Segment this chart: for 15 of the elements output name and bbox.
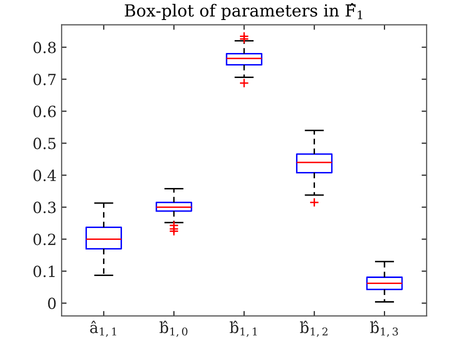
x-tick-label: b̂$_{1,0}$ xyxy=(160,320,188,337)
y-tick-label: 0.6 xyxy=(33,106,56,118)
x-tick-label: â$_{1,1}$ xyxy=(90,320,116,337)
y-tick-label: 0.3 xyxy=(33,202,56,214)
y-tick-label: 0.2 xyxy=(33,234,56,246)
y-tick-label: 0.7 xyxy=(33,74,56,86)
y-tick-label: 0.4 xyxy=(33,170,56,182)
x-tick-label: b̂$_{1,3}$ xyxy=(370,320,398,337)
y-tick-label: 0.1 xyxy=(33,266,55,278)
chart-title: Box-plot of parameters in F̂$_{1}$ xyxy=(124,3,362,20)
y-tick-label: 0.8 xyxy=(33,42,56,54)
y-tick-label: 0.5 xyxy=(33,138,56,150)
x-tick-label: b̂$_{1,1}$ xyxy=(230,320,257,337)
y-tick-label: 0 xyxy=(48,298,56,310)
x-tick-label: b̂$_{1,2}$ xyxy=(300,320,328,337)
